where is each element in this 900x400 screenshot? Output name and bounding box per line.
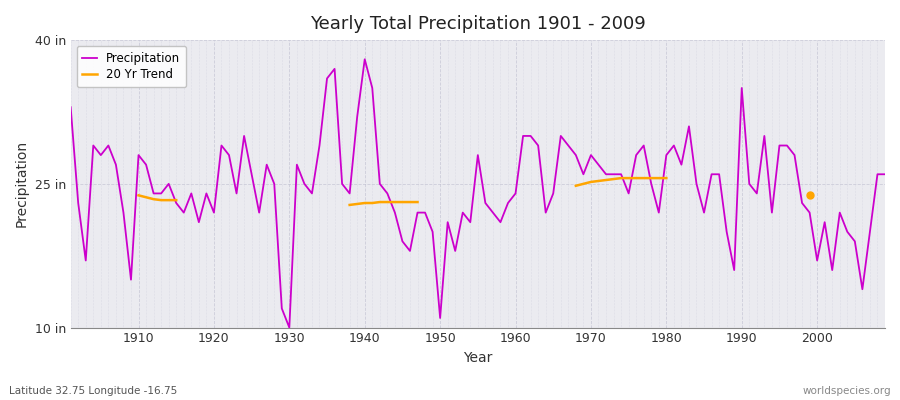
Precipitation — [299, 182, 310, 186]
Precipitation — [359, 57, 370, 62]
20 Yr Trend — [133, 193, 144, 198]
Precipitation — [284, 325, 294, 330]
Legend: Precipitation, 20 Yr Trend: Precipitation, 20 Yr Trend — [76, 46, 186, 87]
Text: worldspecies.org: worldspecies.org — [803, 386, 891, 396]
Precipitation — [526, 134, 536, 138]
Precipitation — [126, 277, 137, 282]
20 Yr Trend — [148, 197, 159, 202]
Precipitation — [879, 172, 890, 177]
20 Yr Trend — [171, 198, 182, 202]
Title: Yearly Total Precipitation 1901 - 2009: Yearly Total Precipitation 1901 - 2009 — [310, 15, 645, 33]
Text: Latitude 32.75 Longitude -16.75: Latitude 32.75 Longitude -16.75 — [9, 386, 177, 396]
X-axis label: Year: Year — [464, 351, 492, 365]
Precipitation — [66, 105, 77, 110]
Precipitation — [345, 191, 356, 196]
20 Yr Trend — [140, 195, 151, 200]
Line: Precipitation: Precipitation — [71, 59, 885, 328]
Line: 20 Yr Trend: 20 Yr Trend — [139, 195, 176, 200]
Precipitation — [518, 134, 528, 138]
20 Yr Trend — [156, 198, 166, 202]
Y-axis label: Precipitation: Precipitation — [15, 140, 29, 228]
Precipitation — [616, 172, 626, 177]
20 Yr Trend — [163, 198, 174, 202]
